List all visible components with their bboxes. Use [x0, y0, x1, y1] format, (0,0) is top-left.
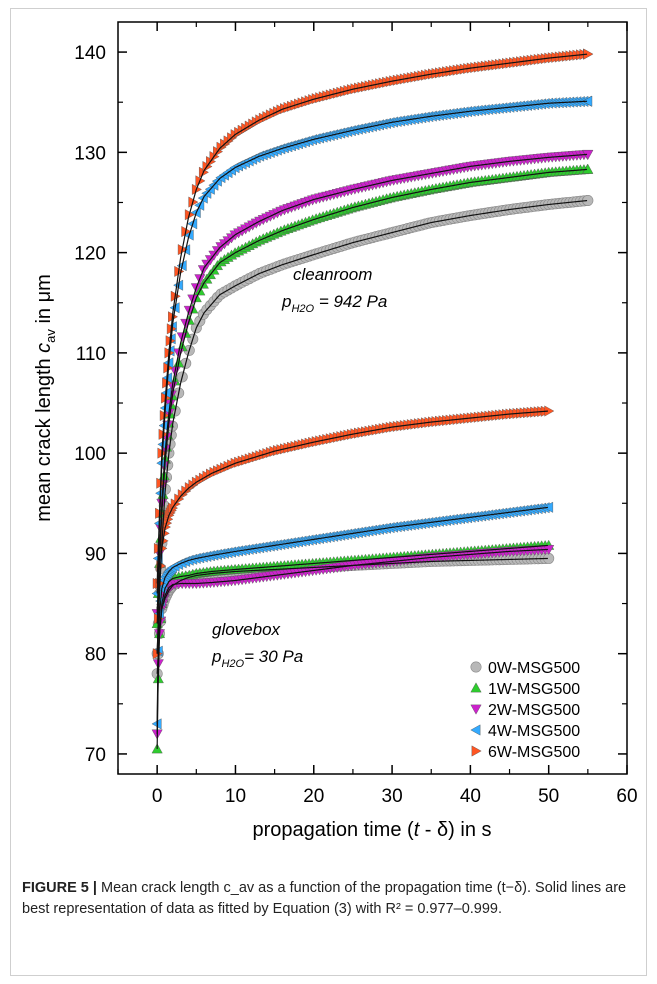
data-point — [582, 95, 593, 107]
annotation-glovebox-pressure: pH2O= 30 Pa — [211, 647, 303, 670]
y-tick-label: 80 — [85, 645, 106, 666]
legend-marker — [470, 661, 482, 673]
legend-marker — [470, 724, 481, 736]
caption-label: FIGURE 5 | — [22, 880, 97, 896]
figure-frame — [10, 8, 647, 976]
fit-line-4W-MSG500-glovebox — [156, 506, 548, 724]
x-tick-label: 30 — [382, 786, 403, 807]
fit-line-2W-MSG500-cleanroom — [156, 153, 588, 614]
legend-item: 2W-MSG500 — [470, 702, 580, 719]
legend-item: 1W-MSG500 — [470, 681, 580, 698]
fit-line-1W-MSG500-cleanroom — [156, 168, 588, 624]
legend-item: 6W-MSG500 — [471, 744, 580, 761]
y-tick-label: 100 — [74, 444, 106, 465]
annotation-cleanroom-pressure: pH2O = 942 Pa — [281, 292, 387, 315]
fit-line-4W-MSG500-cleanroom — [156, 100, 588, 594]
y-tick-label: 120 — [74, 244, 106, 265]
caption-text: Mean crack length c_av as a function of … — [22, 880, 627, 917]
legend-label: 6W-MSG500 — [488, 744, 580, 761]
y-axis-label: mean crack length cav in μm — [33, 274, 58, 522]
annotation-glovebox: glovebox — [212, 620, 281, 639]
y-tick-label: 130 — [74, 143, 106, 164]
data-point — [582, 163, 594, 174]
legend-item: 0W-MSG500 — [470, 660, 580, 677]
fit-line-6W-MSG500-cleanroom — [156, 53, 588, 584]
y-tick-label: 110 — [76, 344, 106, 365]
fit-line-1W-MSG500-glovebox — [156, 544, 548, 749]
x-tick-label: 50 — [538, 786, 559, 807]
fit-line-2W-MSG500-glovebox — [156, 548, 548, 734]
axis-ticks — [117, 22, 628, 774]
plot-area — [117, 21, 628, 775]
x-tick-label: 60 — [616, 786, 637, 807]
y-tick-labels: 70 80 90 100 110 120 130 140 — [74, 43, 106, 766]
crack-length-chart: 0 10 20 30 40 50 60 70 80 90 100 110 120 130 140 clea… — [33, 21, 638, 841]
figure-caption: FIGURE 5 | Mean crack length c_av as a f… — [22, 878, 637, 920]
annotation-cleanroom: cleanroom — [293, 265, 372, 284]
x-tick-label: 40 — [460, 786, 481, 807]
legend-label: 2W-MSG500 — [488, 702, 580, 719]
x-tick-label: 0 — [152, 786, 163, 807]
fit-line-0W-MSG500-cleanroom — [156, 199, 588, 654]
legend: 0W-MSG500 1W-MSG500 2W-MSG500 4W-MSG500 6W-M… — [470, 660, 580, 761]
legend-item: 4W-MSG500 — [470, 723, 580, 740]
legend-marker — [470, 682, 482, 693]
fit-lines — [156, 53, 588, 749]
x-tick-labels: 0 10 20 30 40 50 60 — [152, 786, 638, 807]
x-axis-label: propagation time (t - δ) in s — [252, 819, 491, 841]
legend-marker — [471, 745, 482, 757]
x-tick-label: 10 — [225, 786, 246, 807]
fit-line-6W-MSG500-glovebox — [156, 410, 548, 654]
legend-marker — [470, 704, 482, 715]
y-tick-label: 140 — [74, 43, 106, 64]
y-tick-label: 90 — [85, 544, 106, 565]
data-point — [543, 501, 554, 513]
y-tick-label: 70 — [85, 745, 106, 766]
legend-label: 1W-MSG500 — [488, 681, 580, 698]
legend-label: 4W-MSG500 — [488, 723, 580, 740]
legend-label: 0W-MSG500 — [488, 660, 580, 677]
x-tick-label: 20 — [303, 786, 324, 807]
